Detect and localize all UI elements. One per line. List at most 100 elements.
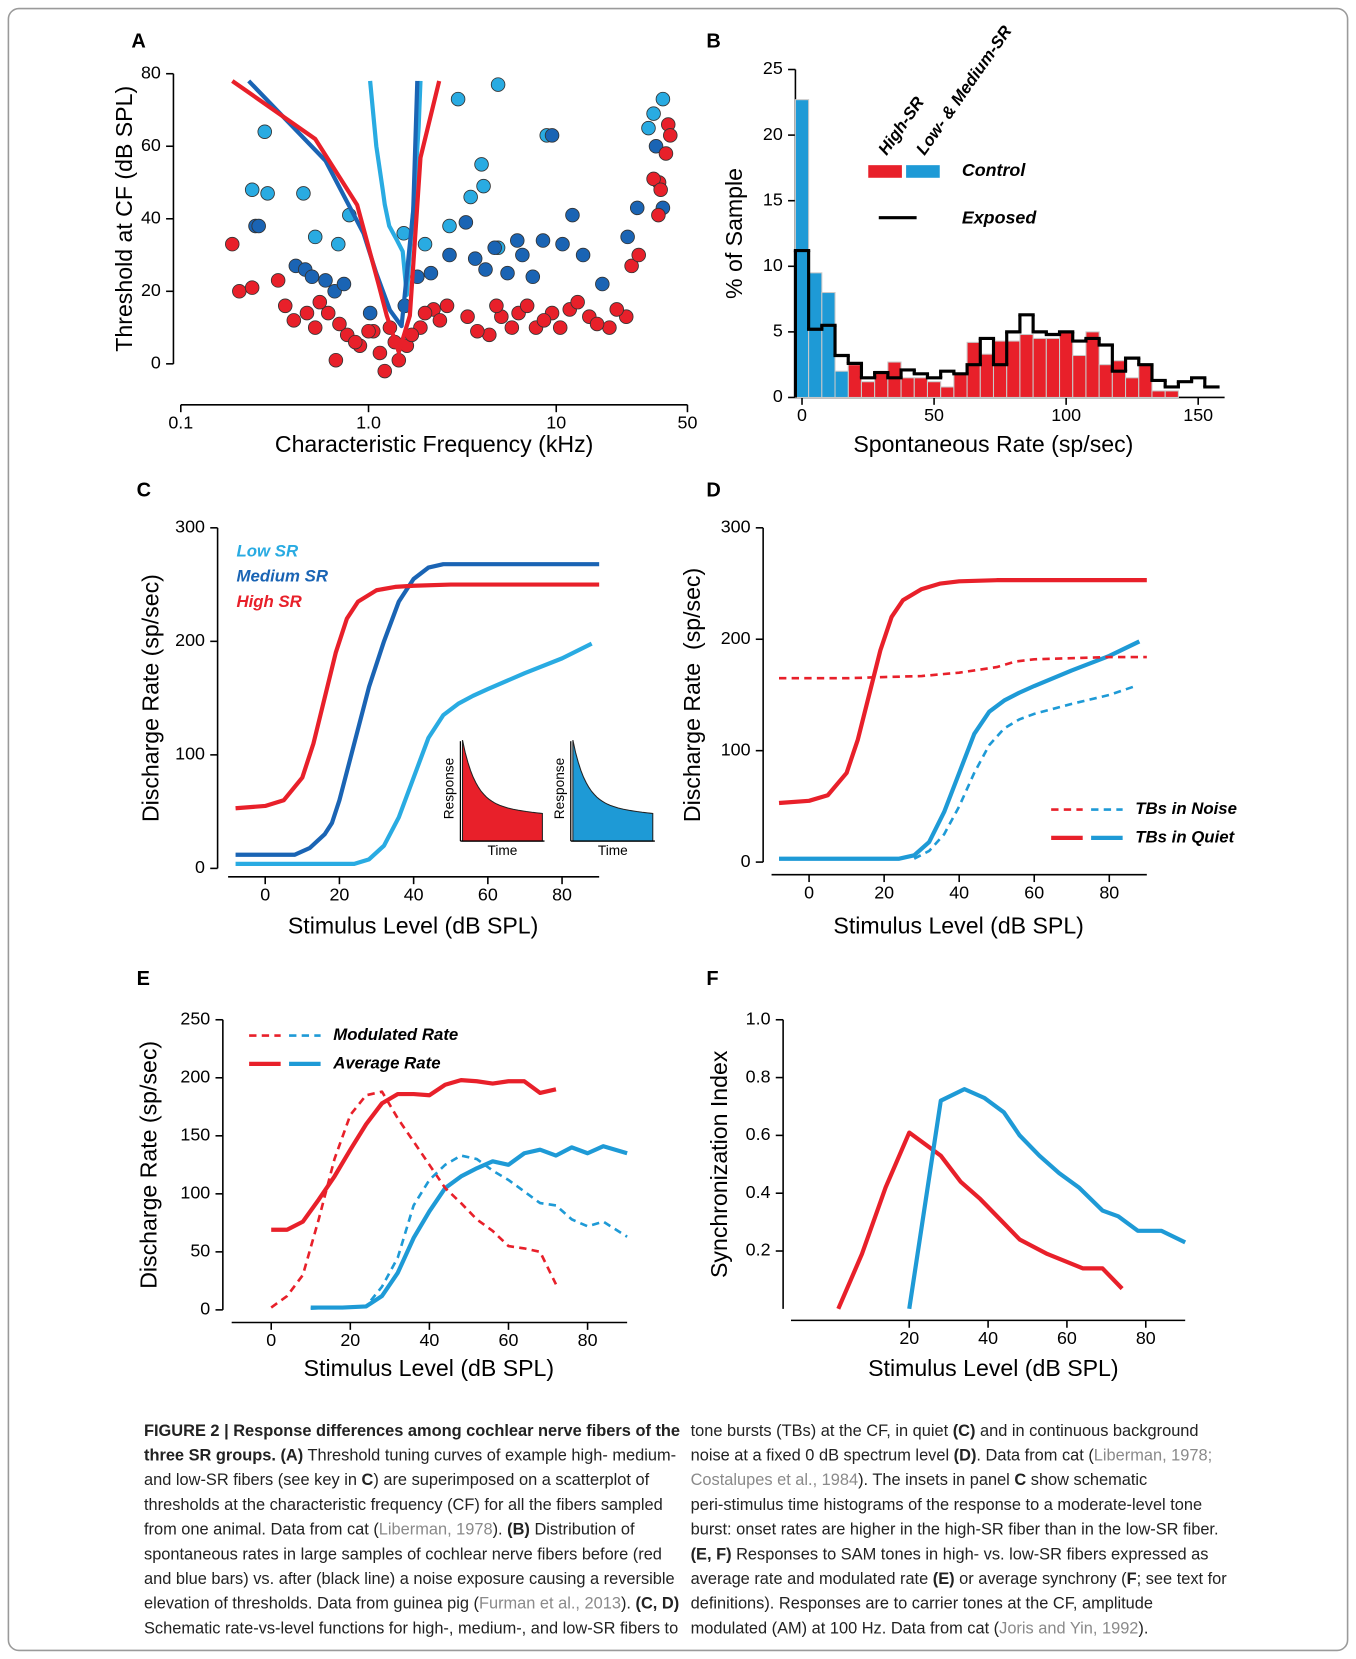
scatter-point: [609, 302, 624, 317]
scatter-point: [651, 207, 666, 223]
x-tick-label: 20: [899, 1328, 919, 1348]
y-tick-label: 100: [175, 744, 205, 764]
y-tick-label: 80: [141, 62, 161, 82]
x-tick-label: 60: [478, 884, 498, 904]
inset-x-label: Time: [598, 843, 628, 858]
x-tick-label: 40: [949, 882, 969, 902]
y-tick-label: 250: [180, 1008, 210, 1028]
y-tick-label: 0: [741, 851, 751, 871]
scatter-point: [648, 138, 664, 154]
y-tick-label: 60: [141, 135, 161, 155]
x-tick-label: 80: [1136, 1328, 1156, 1348]
scatter-point: [631, 247, 646, 263]
histogram-bar: [1138, 364, 1153, 398]
caption-text: modulated (AM) at 100 Hz. Data from cat …: [691, 1620, 1000, 1638]
line-series: [310, 1144, 628, 1310]
y-axis-label: Threshold at CF (dB SPL): [111, 86, 137, 352]
caption-bold: (C): [953, 1422, 976, 1440]
caption-cite: Liberman, 1978: [379, 1521, 493, 1539]
histogram-bar: [887, 361, 902, 398]
y-tick-label: 50: [190, 1241, 210, 1261]
histogram-bar: [794, 99, 810, 398]
histogram-bar: [1151, 390, 1166, 398]
y-tick-label: 300: [175, 517, 205, 537]
caption-text: show schematic: [1026, 1472, 1147, 1490]
y-tick-label: 20: [763, 124, 783, 144]
x-tick-label: 60: [1024, 882, 1044, 902]
scatter-point: [260, 186, 275, 201]
scatter-point: [646, 106, 661, 121]
x-tick-label: 20: [340, 1330, 360, 1350]
inset-histogram: [461, 740, 543, 842]
caption-text: . Data from cat (: [976, 1447, 1094, 1465]
scatter-point: [510, 233, 525, 248]
caption-text: spontaneous rates in large samples of co…: [144, 1546, 662, 1564]
scatter-point: [552, 320, 568, 335]
line-series: [231, 79, 442, 355]
caption-line: elevation of thresholds. Data from guine…: [144, 1595, 679, 1613]
y-tick-label: 100: [180, 1183, 210, 1203]
x-axis-label: Characteristic Frequency (kHz): [275, 431, 593, 457]
y-tick-label: 10: [763, 255, 783, 275]
figure-border: [7, 7, 1349, 1652]
y-tick-label: 200: [721, 628, 751, 648]
histogram-bar: [979, 353, 995, 398]
caption-text: from one animal. Data from cat (: [144, 1521, 379, 1539]
caption-text: Threshold tuning curves of example high-…: [303, 1447, 676, 1465]
histogram-bar: [900, 377, 915, 398]
x-tick-label: 1.0: [356, 412, 381, 432]
caption-line: FIGURE 2 | Response differences among co…: [144, 1422, 680, 1440]
line-series: [907, 1087, 1187, 1310]
scatter-point: [555, 236, 570, 252]
scatter-point: [423, 265, 439, 281]
caption-text: Schematic rate-vs-level functions for hi…: [144, 1620, 678, 1638]
panel-label: D: [706, 479, 720, 501]
scatter-point: [442, 218, 457, 234]
scatter-point: [362, 305, 378, 321]
caption-line: peri-stimulus time histograms of the res…: [691, 1496, 1203, 1514]
scatter-point: [244, 280, 260, 295]
y-tick-label: 150: [180, 1125, 210, 1145]
y-tick-label: 0: [151, 353, 161, 373]
y-axis-label: Discharge Rate (sp/sec): [138, 574, 164, 822]
scatter-point: [482, 327, 497, 343]
caption-line: (E, F) Responses to SAM tones in high- v…: [691, 1546, 1209, 1564]
histogram-bar: [1098, 364, 1113, 398]
y-tick-label: 5: [773, 321, 783, 341]
caption-line: spontaneous rates in large samples of co…: [144, 1546, 662, 1564]
scatter-point: [536, 313, 552, 328]
caption-line: thresholds at the characteristic frequen…: [144, 1496, 663, 1514]
histogram-bar: [1125, 377, 1140, 398]
scatter-point: [307, 229, 323, 245]
scatter-point: [296, 186, 311, 201]
legend-swatch: [868, 165, 902, 178]
panel-label: E: [137, 968, 150, 990]
scatter-point: [570, 294, 585, 310]
x-tick-label: 80: [1099, 882, 1119, 902]
scatter-point: [458, 215, 474, 230]
scatter-point: [544, 128, 560, 143]
line-series: [235, 641, 593, 866]
legend-label: Modulated Rate: [333, 1025, 458, 1044]
scatter-point: [332, 316, 347, 332]
caption-line: and low-SR fibers (see key in C) are sup…: [144, 1472, 650, 1490]
y-tick-label: 0: [773, 386, 783, 406]
caption-text: Responses to SAM tones in high- vs. low-…: [732, 1546, 1209, 1564]
caption-cite: Joris and Yin, 1992: [999, 1620, 1138, 1638]
y-tick-label: 0.2: [746, 1240, 771, 1260]
line-series: [247, 79, 420, 329]
caption-line: and blue bars) vs. after (black line) a …: [144, 1570, 675, 1588]
scatter-point: [244, 182, 260, 198]
legend-swatch: [906, 165, 940, 178]
scatter-point: [377, 363, 392, 379]
scatter-point: [658, 146, 674, 161]
x-tick-label: 150: [1183, 405, 1213, 425]
scatter-point: [575, 247, 591, 263]
caption-bold: F: [1127, 1570, 1137, 1588]
scatter-point: [602, 320, 617, 335]
scatter-point: [646, 171, 661, 187]
caption-bold: three SR groups. (A): [144, 1447, 303, 1465]
caption-line: three SR groups. (A) Threshold tuning cu…: [144, 1447, 676, 1465]
scatter-point: [304, 269, 320, 285]
histogram-bar: [1006, 340, 1021, 398]
